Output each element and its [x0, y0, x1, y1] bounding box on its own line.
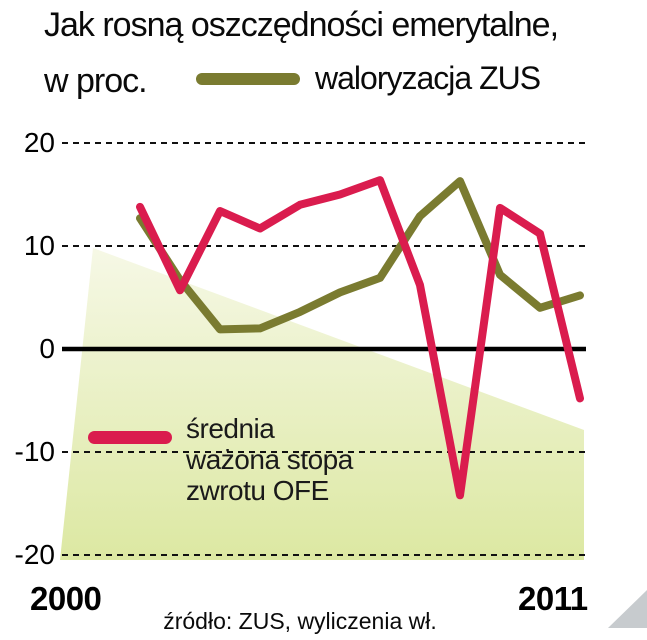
- page-subtitle: w proc.: [44, 62, 148, 100]
- series-line-waloryzacja-zus: [136, 177, 584, 334]
- x-axis-label-end: 2011: [518, 580, 588, 617]
- y-tick-label-0: 0: [39, 333, 55, 364]
- zus-line-swatch: [196, 72, 300, 85]
- ofe-legend-line-1: średnia: [186, 413, 275, 444]
- zus-legend: waloryzacja ZUS: [196, 60, 541, 97]
- ofe-line-swatch: [88, 431, 172, 444]
- y-tick-label--10: -10: [14, 436, 55, 467]
- ofe-legend-line-3: zwrotu OFE: [186, 475, 329, 506]
- y-tick-label--20: -20: [14, 539, 55, 570]
- ofe-legend-line-2: ważona stopa: [186, 444, 353, 475]
- zus-legend-label: waloryzacja ZUS: [315, 60, 541, 96]
- background-band: [60, 248, 584, 560]
- source-note: źródło: ZUS, wyliczenia wł.: [163, 608, 437, 634]
- x-axis-label-start: 2000: [30, 580, 102, 617]
- ofe-legend-label: średnia ważona stopa zwrotu OFE: [186, 413, 353, 506]
- y-tick-label-20: 20: [23, 127, 55, 158]
- series-line-ofe: [136, 176, 584, 500]
- y-tick-label-10: 10: [23, 230, 55, 261]
- corner-decoration: [608, 590, 647, 628]
- page-title: Jak rosną oszczędności emerytalne,: [44, 6, 559, 44]
